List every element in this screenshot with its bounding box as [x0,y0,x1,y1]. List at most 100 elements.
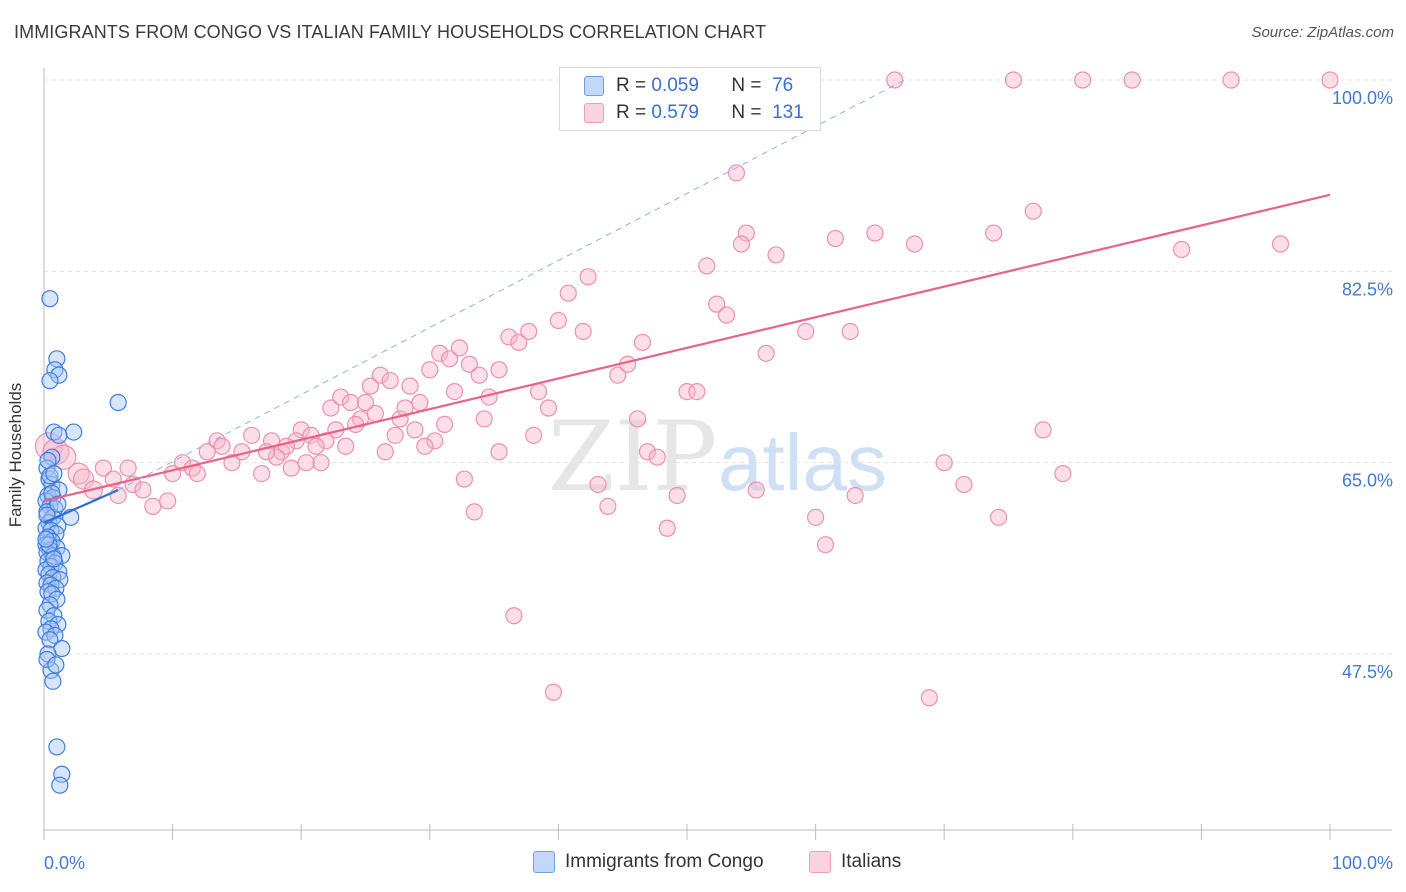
italians-point [935,454,953,472]
congo-point [48,350,66,368]
italians-point [144,497,162,515]
italians-point [1074,71,1092,89]
italians-point [332,388,350,406]
italians-point [1173,240,1191,259]
legend-r-label: R = [616,75,647,96]
legend-label-italians: Italians [841,851,902,872]
congo-point [53,765,71,783]
italians-point [188,465,206,483]
italians-point [638,443,657,461]
y-tick-label: 65.0% [1342,471,1393,491]
italians-point [757,344,775,362]
congo-point [41,290,59,308]
congo-point [41,372,59,390]
congo-point [48,738,66,756]
legend-r-label: R = [616,102,647,123]
y-tick-label: 82.5% [1342,279,1393,299]
y-tick-labels: 47.5% 65.0% 82.5% 100.0% [1332,88,1393,682]
italians-point [574,322,592,341]
congo-point [38,601,56,619]
congo-point [47,656,65,674]
italians-point [1271,235,1290,253]
italians-point [1034,421,1052,439]
congo-points [37,290,127,794]
italians-point [717,306,736,324]
trend-lines [43,79,1331,524]
y-tick-label: 47.5% [1342,662,1393,682]
congo-point [48,590,66,608]
italians-point [708,295,726,313]
italians-point [436,415,454,433]
italians-point [1123,71,1141,89]
italians-point [253,465,271,483]
italians-point [386,426,404,444]
italians-point [465,503,483,521]
congo-point [45,423,63,441]
watermark: ZIP atlas [548,401,887,513]
italians-point [213,437,231,455]
italians-swatch [584,103,604,123]
italians-point [243,426,261,444]
congo-point [109,393,127,412]
italians-point [223,454,241,472]
italians-point [416,437,434,455]
y-tick-label: 100.0% [1332,88,1393,108]
italians-point [747,481,765,499]
italians-point [797,322,815,341]
italians-point [376,443,394,461]
italians-point [426,432,444,450]
italians-point [990,508,1008,526]
italians-point [633,333,652,351]
italians-point [406,421,424,439]
italians-point [342,393,360,412]
italians-point [549,311,568,330]
italians-point [401,377,419,395]
italians-point [1004,71,1023,89]
italians-point [678,383,696,401]
italians-point [886,71,904,89]
congo-point [45,607,63,625]
italians-point [767,246,785,264]
congo-point [45,465,63,483]
x-tick-label: 100.0% [1332,853,1393,873]
italians-point [297,454,315,472]
italians-point [579,268,597,286]
congo-point [37,530,55,548]
italians-point [530,383,548,401]
italians-point [806,508,825,526]
series-legend: Immigrants from Congo Italians [0,851,1406,877]
italians-point [337,437,355,455]
italians-point [312,454,330,472]
italians-point [544,683,563,701]
italians-point [307,437,325,455]
italians-point [470,366,488,384]
legend-n-label: N = [731,75,762,96]
italians-point [411,393,429,412]
x-tick-label: 0.0% [44,853,85,873]
source-label: Source: ZipAtlas.com [1251,24,1394,41]
italians-point [421,361,439,379]
italians-point [510,333,528,351]
italians-point [292,421,310,439]
legend-row-congo: R = 0.059 N = 76 [560,74,793,98]
italians-point [475,410,493,428]
italians-point [727,164,746,182]
legend-row-italians: R = 0.579 N = 131 [560,101,804,125]
congo-point [65,423,83,441]
italians-point [985,224,1003,242]
congo-point [38,650,56,669]
italians-point [520,322,538,341]
italians-point [846,486,864,505]
congo-trend-extension [117,79,905,491]
italians-point [1222,71,1240,89]
italians-point [500,328,518,346]
italians-point [841,322,859,341]
correlation-legend: R = 0.059 N = 76 R = 0.579 N = 131 [559,67,821,131]
italians-point [559,284,577,302]
italians-point [94,459,112,477]
italians-point [648,448,666,466]
congo-swatch [584,76,604,96]
watermark-zip: ZIP [548,401,717,513]
legend-r-value-congo: 0.059 [651,75,699,96]
congo-point [43,585,61,603]
